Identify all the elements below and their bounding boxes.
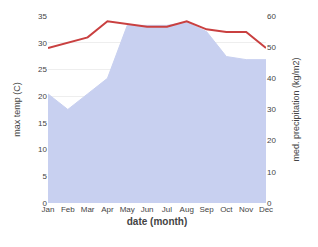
svg-text:May: May xyxy=(120,205,135,214)
svg-text:date (month): date (month) xyxy=(127,216,188,227)
svg-text:med. precipitation (kg/m2): med. precipitation (kg/m2) xyxy=(291,57,301,161)
svg-text:10: 10 xyxy=(267,168,276,177)
svg-text:Dec: Dec xyxy=(259,205,273,214)
svg-text:Oct: Oct xyxy=(220,205,233,214)
svg-text:Feb: Feb xyxy=(61,205,75,214)
svg-text:35: 35 xyxy=(38,12,47,21)
svg-text:30: 30 xyxy=(38,39,47,48)
svg-text:Sep: Sep xyxy=(199,205,214,214)
svg-text:Aug: Aug xyxy=(180,205,194,214)
svg-text:25: 25 xyxy=(38,65,47,74)
svg-text:30: 30 xyxy=(267,105,276,114)
svg-text:15: 15 xyxy=(38,119,47,128)
svg-text:Mar: Mar xyxy=(81,205,95,214)
svg-text:60: 60 xyxy=(267,12,276,21)
svg-text:50: 50 xyxy=(267,43,276,52)
svg-text:Jan: Jan xyxy=(42,205,55,214)
svg-text:20: 20 xyxy=(38,92,47,101)
svg-text:0: 0 xyxy=(267,199,272,208)
svg-text:5: 5 xyxy=(43,172,48,181)
svg-text:0: 0 xyxy=(43,199,48,208)
svg-text:Nov: Nov xyxy=(239,205,253,214)
svg-text:max temp (C): max temp (C) xyxy=(12,82,22,137)
svg-text:40: 40 xyxy=(267,74,276,83)
svg-text:20: 20 xyxy=(267,136,276,145)
svg-text:Jul: Jul xyxy=(162,205,172,214)
svg-text:10: 10 xyxy=(38,145,47,154)
svg-text:Jun: Jun xyxy=(141,205,154,214)
svg-text:Apr: Apr xyxy=(101,205,114,214)
